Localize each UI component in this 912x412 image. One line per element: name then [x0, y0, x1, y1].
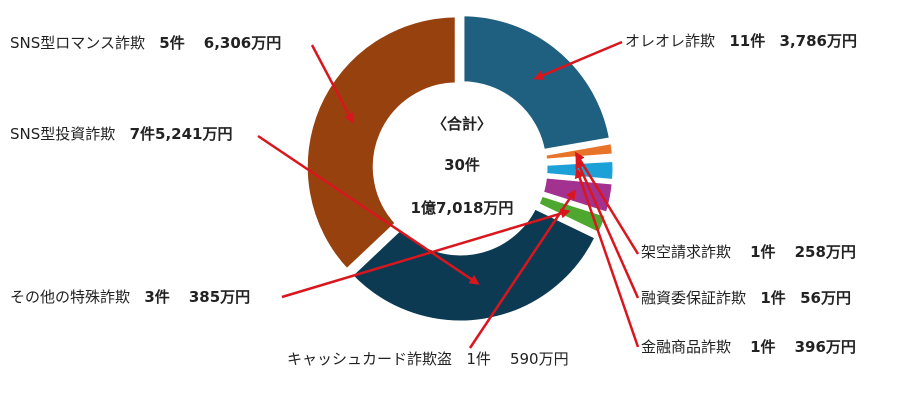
- label-slice-3: 金融商品詐欺 1件 396万円: [641, 338, 856, 356]
- label-slice-6: SNS型投資詐欺 7件5,241万円: [10, 125, 233, 143]
- label-slice-5: その他の特殊詐欺 3件 385万円: [10, 288, 251, 306]
- label-slice-0: オレオレ詐欺 11件 3,786万円: [625, 32, 857, 50]
- leader-arrow-2: [575, 158, 640, 299]
- leader-arrow-3: [574, 167, 640, 348]
- leader-arrow-6: [257, 134, 480, 285]
- center-title: 〈合計〉: [431, 115, 492, 133]
- label-slice-4: キャッシュカード詐欺盗 1件 590万円: [287, 350, 569, 368]
- leader-arrow-0: [533, 40, 623, 80]
- slice-6: [346, 203, 601, 326]
- label-slice-7: SNS型ロマンス詐欺 5件 6,306万円: [10, 34, 282, 52]
- center-count: 30件: [444, 156, 480, 174]
- slice-0: [459, 11, 615, 155]
- leader-arrow-5: [281, 208, 571, 299]
- leader-arrow-7: [310, 44, 354, 124]
- center-amount: 1億7,018万円: [410, 199, 514, 217]
- leader-arrow-4: [468, 189, 576, 349]
- label-slice-2: 融資委保証詐欺 1件 56万円: [641, 289, 851, 307]
- slice-7: [302, 12, 460, 275]
- label-slice-1: 架空請求詐欺 1件 258万円: [641, 243, 856, 261]
- leader-arrow-1: [575, 151, 640, 255]
